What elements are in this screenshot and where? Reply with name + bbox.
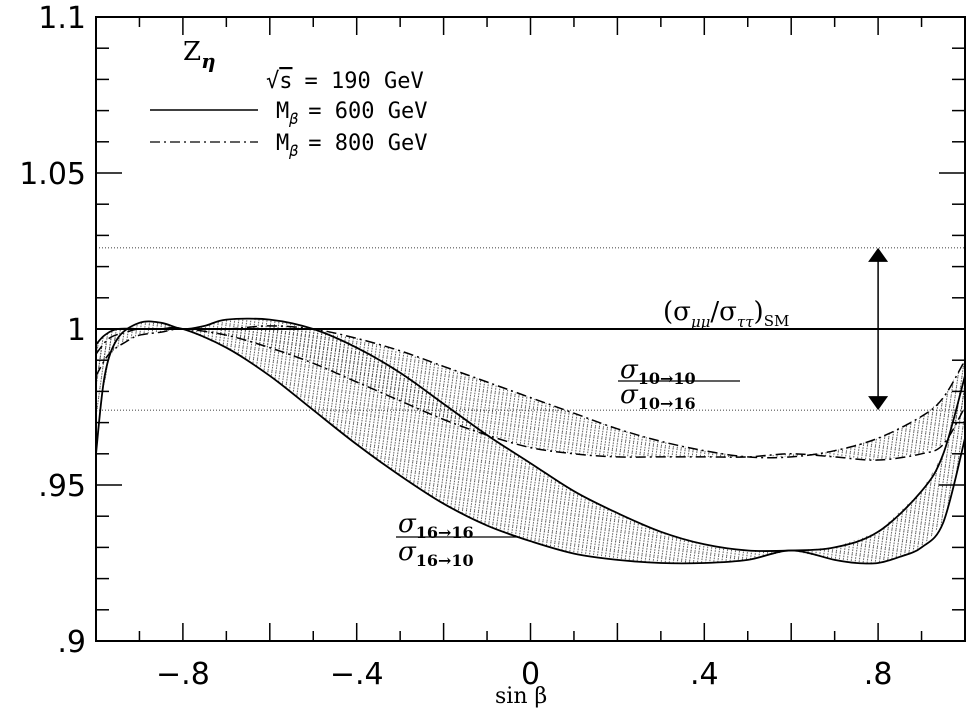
x-tick-label: −.4	[330, 657, 384, 692]
x-tick-label: .4	[690, 657, 719, 692]
legend-entry-600: Mβ = 600 GeV	[276, 99, 428, 128]
series-line-solid-0	[96, 317, 965, 553]
band-800-gev	[96, 325, 965, 460]
hatched-bands	[96, 319, 965, 563]
band-600-gev	[96, 319, 965, 563]
ratio-10-denominator: σ10→16	[620, 380, 696, 413]
y-tick-label: .95	[38, 469, 86, 504]
y-tick-label: 1	[67, 313, 86, 348]
series-line-dashdot-2	[96, 325, 965, 459]
ratio-label-10: σ10→10 σ10→16	[618, 355, 740, 413]
y-tick-label: 1.05	[19, 157, 86, 192]
x-tick-label: .8	[864, 657, 893, 692]
axis-tick-labels: −.8 −.4 0 .4 .8 .9 .95 1 1.05 1.1	[19, 1, 892, 692]
ratio-label-16: σ16→16 σ16→10	[396, 509, 518, 570]
legend: √s = 190 GeV Mβ = 600 GeV Mβ = 800 GeV	[150, 69, 428, 160]
series-line-dashdot-3	[96, 328, 965, 461]
legend-entry-800: Mβ = 800 GeV	[276, 131, 428, 160]
arrow-head-up	[868, 247, 889, 262]
y-tick-label: 1.1	[38, 1, 86, 36]
x-tick-label: 0	[521, 657, 540, 692]
uncertainty-arrow	[868, 247, 889, 411]
axis-ticks	[95, 16, 966, 642]
x-tick-label: −.8	[156, 657, 210, 692]
x-axis-label: sin β	[495, 684, 547, 709]
arrow-head-down	[868, 396, 889, 411]
panel-label: Zη	[183, 37, 216, 73]
sm-reference-label: (σμμ/σττ)SM	[663, 297, 789, 331]
series-group	[96, 317, 965, 565]
ratio-16-denominator: σ16→10	[398, 537, 474, 570]
y-tick-label: .9	[57, 625, 86, 660]
legend-energy: √s = 190 GeV	[266, 69, 424, 94]
ratio-10-numerator: σ10→10	[620, 355, 696, 388]
